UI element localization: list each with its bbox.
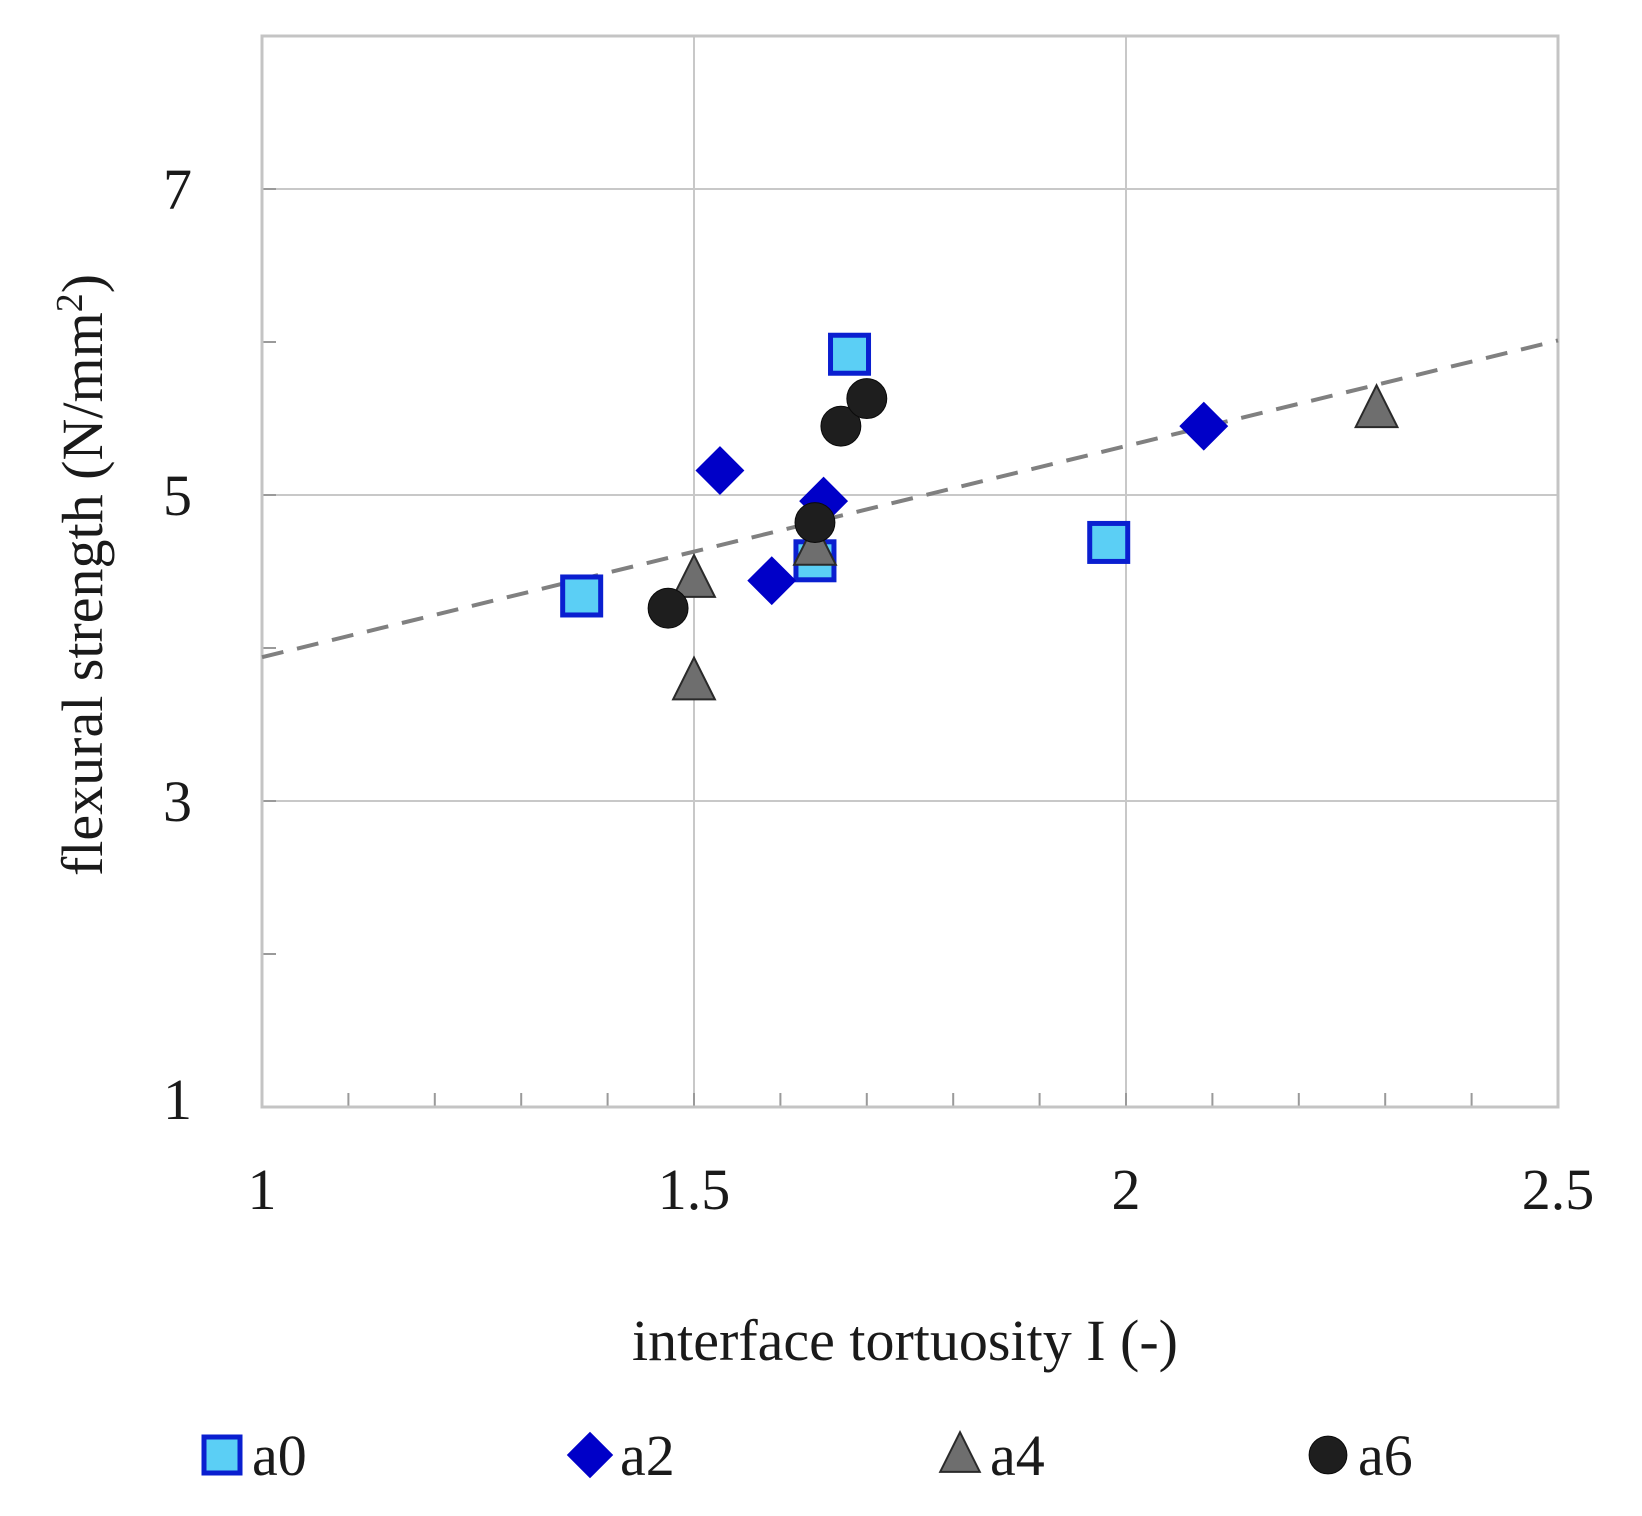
data-points — [560, 332, 1400, 701]
y-tick-label: 1 — [163, 1067, 192, 1132]
legend-label-a6: a6 — [1358, 1423, 1413, 1488]
x-tick-label: 1.5 — [658, 1157, 731, 1222]
y-axis-title-superscript: 2 — [49, 293, 91, 312]
y-tick-labels: 1 3 5 7 — [163, 157, 192, 1132]
legend: a0 a2 a4 a6 — [201, 1423, 1413, 1488]
data-point-a4 — [671, 552, 717, 598]
legend-label-a4: a4 — [990, 1423, 1045, 1488]
y-tick-label: 5 — [163, 463, 192, 528]
legend-marker-a0 — [201, 1434, 243, 1476]
x-tick-label: 2.5 — [1522, 1157, 1595, 1222]
y-axis-title-main: flexural strength (N/mm — [50, 312, 115, 876]
trendline — [261, 338, 1559, 660]
data-point-a4 — [792, 520, 838, 566]
data-point-a2 — [1179, 401, 1229, 451]
x-tick-labels: 1 1.5 2 2.5 — [248, 1157, 1595, 1222]
data-point-a6 — [846, 378, 888, 420]
y-tick-label: 7 — [163, 157, 192, 222]
legend-marker-a6 — [1308, 1435, 1348, 1475]
y-axis-title: flexural strength (N/mm2) — [49, 274, 115, 876]
data-point-a0 — [560, 574, 604, 618]
y-axis-title-close: ) — [50, 274, 115, 293]
data-point-a2 — [747, 556, 797, 606]
data-point-a6 — [794, 502, 836, 543]
legend-label-a2: a2 — [620, 1423, 675, 1488]
data-point-a2 — [695, 446, 745, 495]
y-tick-label: 3 — [163, 769, 192, 834]
data-point-a4 — [671, 655, 717, 701]
data-point-a6 — [647, 587, 689, 629]
legend-label-a0: a0 — [252, 1423, 307, 1488]
data-point-a0 — [828, 332, 872, 376]
data-point-a4 — [1354, 383, 1400, 429]
x-axis-title: interface tortuosity I (-) — [632, 1308, 1178, 1373]
minor-ticks — [262, 188, 1473, 1107]
x-tick-label: 1 — [248, 1157, 277, 1222]
x-tick-label: 2 — [1112, 1157, 1141, 1222]
legend-marker-a2 — [566, 1431, 614, 1479]
data-point-a6 — [820, 405, 862, 447]
plot-area-frame — [260, 34, 1560, 1109]
legend-marker-a4 — [938, 1429, 982, 1473]
data-point-a0 — [1087, 520, 1131, 564]
